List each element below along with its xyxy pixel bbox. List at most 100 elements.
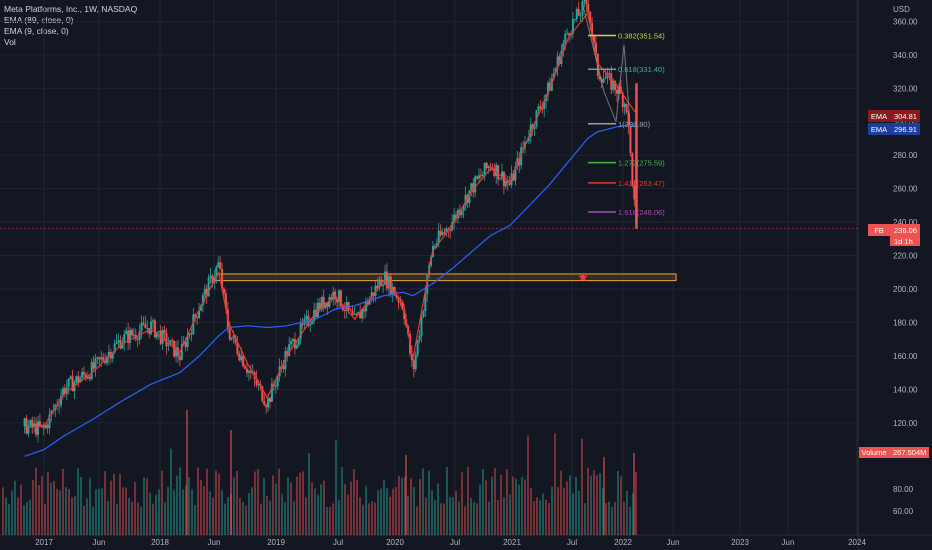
candle-body [439,230,442,235]
candle-body [234,335,237,344]
candle-body [121,342,124,349]
volume-bar [125,487,127,535]
candle-body [485,162,488,169]
candle-body [297,339,300,346]
candle-body [629,126,632,153]
candle-body [219,262,222,269]
candle-body [587,3,590,13]
volume-bar [368,503,370,535]
candle-body [167,345,170,347]
candle-body [548,82,551,91]
candle-body [355,314,358,316]
volume-bar [626,491,628,535]
volume-bar [365,485,367,535]
candle-body [631,152,634,186]
candle-body [543,100,546,109]
candle-body [255,378,258,385]
volume-bar [338,500,340,535]
candle-body [366,300,369,305]
candle-body [203,288,206,296]
candle-body [364,300,367,312]
candle-body [269,397,272,402]
candle-body [86,376,89,379]
volume-bar [311,482,313,535]
candle-body [111,352,114,359]
candle-body [500,171,503,179]
volume-bar [215,470,217,535]
symbol-price-badge-label-bg [868,224,890,236]
candle-body [276,376,279,387]
candle-body [263,401,266,405]
volume-bar [473,502,475,535]
volume-bar [317,494,319,535]
volume-bar [221,490,223,535]
volume-bar [617,470,619,535]
volume-bar [197,467,199,535]
volume-bar [161,470,163,535]
candle-body [37,421,40,435]
volume-bar [380,488,382,535]
volume-bar [497,499,499,535]
candle-body [481,174,484,177]
volume-bar [209,491,211,535]
candle-body [201,295,204,306]
candle-body [453,214,456,223]
candle-body [215,266,218,278]
volume-bar [425,497,427,535]
volume-bar [620,476,622,535]
legend-title: Meta Platforms, Inc., 1W, NASDAQ [4,4,138,14]
x-tick-label: 2021 [503,538,521,547]
candle-body [92,362,95,369]
ema-short-line [24,11,637,429]
candle-body [556,56,559,69]
candle-body [240,355,243,361]
volume-bar [386,488,388,535]
candle-body [186,335,189,348]
candle-body [127,330,130,343]
candle-body [125,330,128,335]
y-tick-label: 240.00 [893,218,918,227]
volume-bar [440,503,442,535]
volume-bar [278,468,280,535]
candle-body [625,104,628,113]
volume-bar [140,506,142,535]
candle-body [495,165,498,176]
candle-body [311,321,314,324]
volume-bar [449,497,451,535]
volume-bar [485,480,487,535]
candle-body [558,56,561,64]
candle-body [46,424,49,429]
candle-body [612,80,615,90]
candle-body [148,328,151,334]
candle-body [493,168,496,176]
volume-bar [38,485,40,535]
symbol-price-badge-value: 236.06 [894,226,917,235]
candle-body [138,331,141,340]
legend-indicator: EMA (9, close, 0) [4,26,69,36]
candle-body [299,323,302,340]
fib-trend-line [581,1,631,124]
candle-body [282,366,285,370]
volume-bar [266,495,268,535]
candle-body [290,340,293,345]
y-tick-label: 360.00 [893,17,918,26]
ema-short-badge-value-bg [890,123,920,135]
volume-bar [590,475,592,535]
volume-bar [542,493,544,535]
volume-bar [545,499,547,535]
volume-bar [149,492,151,535]
candle-body [512,173,515,181]
volume-bar [104,471,106,535]
volume-bar [281,493,283,535]
candle-body [77,376,80,383]
candle-body [222,288,225,294]
candle-body [424,293,427,312]
support-zone[interactable] [215,273,677,282]
y-tick-label: 120.00 [893,419,918,428]
candle-body [399,302,402,304]
volume-bar [65,487,67,535]
volume-bar [230,430,232,535]
candle-body [343,310,346,312]
